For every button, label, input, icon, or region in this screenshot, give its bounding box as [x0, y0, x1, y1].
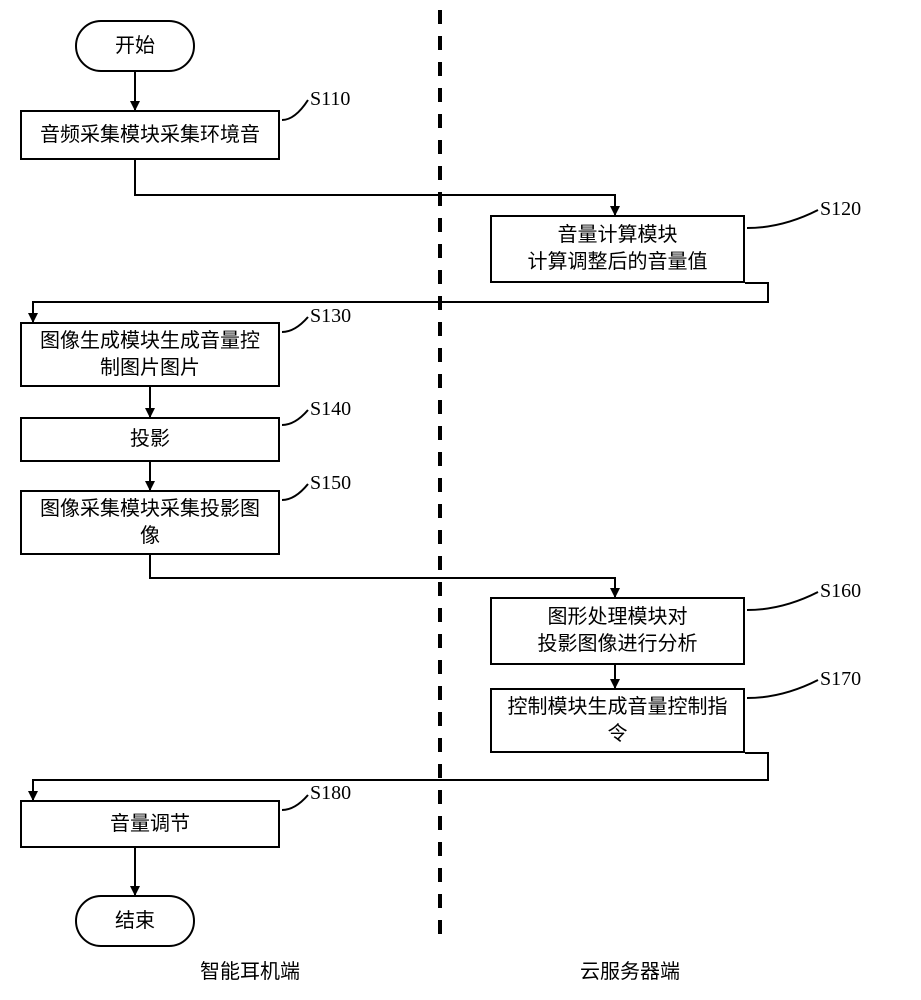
node-s180-label: 音量调节 [110, 811, 190, 838]
edge-7 [33, 753, 768, 800]
leader-s120 [747, 210, 818, 228]
node-start: 开始 [75, 20, 195, 72]
node-s150-label: 图像采集模块采集投影图 像 [40, 496, 260, 550]
node-s120-label: 音量计算模块 计算调整后的音量值 [528, 222, 708, 276]
leader-s160 [747, 592, 818, 610]
node-s140-label: 投影 [130, 426, 170, 453]
label-s130: S130 [310, 305, 351, 328]
leader-s150 [282, 484, 308, 500]
leader-s140 [282, 410, 308, 425]
node-s120: 音量计算模块 计算调整后的音量值 [490, 215, 745, 283]
label-s140: S140 [310, 398, 351, 421]
leader-s110 [282, 100, 308, 120]
node-s160-label: 图形处理模块对 投影图像进行分析 [538, 604, 698, 658]
node-s180: 音量调节 [20, 800, 280, 848]
swimlane-right-label: 云服务器端 [580, 955, 680, 984]
leader-s130 [282, 317, 308, 332]
node-s130: 图像生成模块生成音量控 制图片图片 [20, 322, 280, 387]
label-s160: S160 [820, 580, 861, 603]
edge-1 [135, 160, 615, 215]
swimlane-left-label: 智能耳机端 [200, 955, 300, 984]
node-s170-label: 控制模块生成音量控制指 令 [508, 694, 728, 748]
edge-5 [150, 555, 615, 597]
leader-s180 [282, 795, 308, 810]
node-end-label: 结束 [115, 908, 155, 935]
node-s110-label: 音频采集模块采集环境音 [40, 122, 260, 149]
label-s120: S120 [820, 198, 861, 221]
node-s110: 音频采集模块采集环境音 [20, 110, 280, 160]
label-s110: S110 [310, 88, 350, 111]
label-s180: S180 [310, 782, 351, 805]
node-s150: 图像采集模块采集投影图 像 [20, 490, 280, 555]
node-s170: 控制模块生成音量控制指 令 [490, 688, 745, 753]
node-start-label: 开始 [115, 33, 155, 60]
node-s160: 图形处理模块对 投影图像进行分析 [490, 597, 745, 665]
node-s130-label: 图像生成模块生成音量控 制图片图片 [40, 328, 260, 382]
edge-2 [33, 283, 768, 322]
node-s140: 投影 [20, 417, 280, 462]
node-end: 结束 [75, 895, 195, 947]
leader-s170 [747, 680, 818, 698]
label-s170: S170 [820, 668, 861, 691]
label-s150: S150 [310, 472, 351, 495]
